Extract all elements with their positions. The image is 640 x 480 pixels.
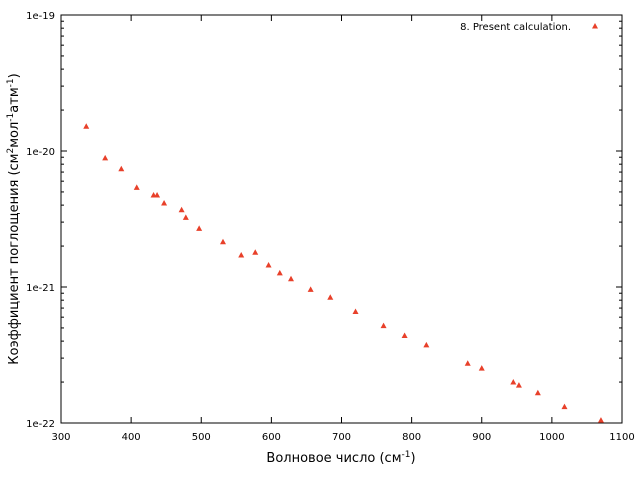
x-tick-label: 800: [402, 432, 421, 443]
data-point: [464, 360, 471, 366]
y-tick-label: 1e-20: [26, 147, 55, 158]
x-tick-label: 700: [332, 432, 351, 443]
data-point: [118, 165, 125, 172]
data-point: [401, 332, 408, 338]
data-point: [423, 341, 430, 348]
data-point: [133, 184, 140, 190]
y-axis-label: Коэффициент поглощения (см2мол-1атм-1): [6, 73, 22, 364]
x-tick-label: 300: [51, 432, 70, 443]
axis-ticks: 300 400 500 600 700 800 900 1000 1100 1e-22 1e-21 1…: [26, 11, 635, 443]
y-tick-label: 1e-22: [26, 419, 55, 430]
data-point: [83, 123, 90, 129]
plot-frame: [60, 14, 623, 424]
data-point: [288, 275, 295, 282]
data-point: [252, 249, 259, 255]
x-axis-label: Волновое число (см-1): [266, 450, 415, 466]
y-tick-label: 1e-19: [26, 11, 55, 22]
data-point: [515, 382, 522, 388]
data-point: [510, 379, 517, 385]
legend: 8. Present calculation.: [460, 22, 598, 33]
data-point: [352, 308, 359, 315]
y-tick-label: 1e-21: [26, 283, 55, 294]
data-point: [561, 403, 568, 410]
data-point: [161, 199, 168, 206]
x-tick-label: 1100: [609, 432, 634, 443]
data-point: [307, 286, 314, 292]
x-tick-label: 1000: [539, 432, 564, 443]
data-point: [219, 238, 226, 245]
data-point: [265, 262, 272, 268]
data-point: [534, 389, 541, 396]
data-point: [327, 294, 334, 300]
data-point: [196, 225, 203, 231]
data-point: [380, 322, 387, 329]
data-point: [238, 251, 245, 258]
data-point: [102, 154, 109, 161]
data-point: [478, 365, 485, 371]
data-point: [178, 206, 185, 213]
data-point: [182, 214, 189, 220]
legend-marker: [592, 23, 598, 29]
data-point: [597, 417, 604, 423]
data-point: [276, 269, 283, 276]
x-tick-label: 900: [472, 432, 491, 443]
x-tick-label: 400: [122, 432, 141, 443]
x-tick-label: 600: [262, 432, 281, 443]
data-point: [154, 191, 161, 198]
x-tick-label: 500: [192, 432, 211, 443]
legend-label: 8. Present calculation.: [460, 22, 571, 33]
data-points: [83, 123, 604, 423]
